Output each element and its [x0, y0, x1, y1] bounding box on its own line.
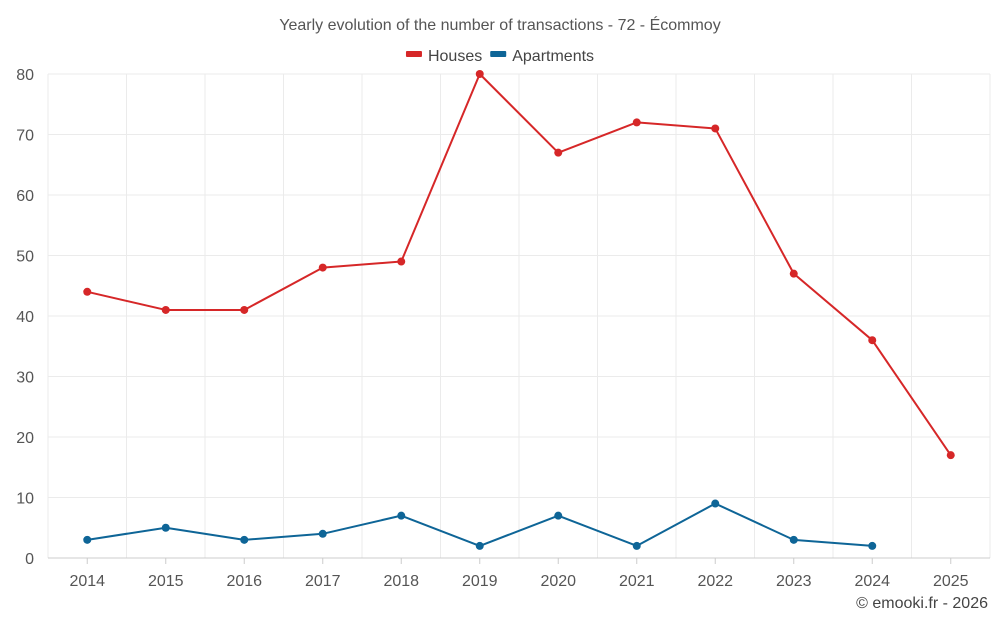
x-tick-label: 2014 [69, 573, 105, 590]
data-point-houses[interactable] [868, 336, 877, 345]
data-point-apartments[interactable] [554, 511, 563, 520]
y-tick-label: 40 [16, 309, 34, 326]
series-group [83, 70, 955, 550]
y-tick-label: 0 [25, 551, 34, 568]
chart-title: Yearly evolution of the number of transa… [279, 15, 720, 34]
data-point-houses[interactable] [946, 451, 955, 460]
x-tick-label: 2020 [540, 573, 576, 590]
x-tick-label: 2015 [148, 573, 184, 590]
data-point-apartments[interactable] [397, 511, 406, 520]
data-point-apartments[interactable] [632, 541, 641, 550]
legend-label: Apartments [512, 48, 594, 65]
data-point-apartments[interactable] [789, 535, 798, 544]
y-tick-label: 10 [16, 491, 34, 508]
axes: 0 10 20 30 40 50 60 70 80 2014 2015 2016 2017 2018 201… [16, 67, 990, 590]
data-point-apartments[interactable] [711, 499, 720, 508]
data-point-apartments[interactable] [318, 529, 327, 538]
x-tick-label: 2021 [619, 573, 655, 590]
data-point-houses[interactable] [318, 263, 327, 272]
legend-item-houses[interactable]: Houses [405, 48, 482, 65]
data-point-houses[interactable] [789, 269, 798, 278]
legend-swatch [405, 51, 422, 57]
y-tick-label: 70 [16, 128, 34, 145]
y-tick-label: 20 [16, 430, 34, 447]
data-point-apartments[interactable] [161, 523, 170, 532]
x-tick-label: 2017 [305, 573, 341, 590]
legend-label: Houses [428, 48, 482, 65]
data-point-apartments[interactable] [475, 541, 484, 550]
data-point-houses[interactable] [240, 305, 249, 314]
x-tick-label: 2024 [854, 573, 890, 590]
data-point-houses[interactable] [475, 70, 484, 78]
x-tick-label: 2022 [697, 573, 733, 590]
x-tick-label: 2023 [776, 573, 812, 590]
data-point-houses[interactable] [632, 118, 641, 127]
data-point-apartments[interactable] [868, 541, 877, 550]
data-point-houses[interactable] [83, 287, 92, 296]
data-point-houses[interactable] [397, 257, 406, 266]
y-tick-label: 30 [16, 370, 34, 387]
x-tick-label: 2019 [462, 573, 498, 590]
data-point-apartments[interactable] [240, 535, 249, 544]
x-tick-label: 2018 [383, 573, 419, 590]
data-point-houses[interactable] [554, 148, 563, 157]
y-tick-label: 50 [16, 249, 34, 266]
grid [47, 73, 991, 558]
data-point-houses[interactable] [161, 305, 170, 314]
legend: Houses Apartments [405, 48, 594, 65]
data-point-houses[interactable] [711, 124, 720, 133]
copyright-credit: © emooki.fr - 2026 [856, 595, 988, 612]
series-line-houses [87, 73, 952, 456]
legend-item-apartments[interactable]: Apartments [490, 48, 594, 65]
x-tick-label: 2016 [226, 573, 262, 590]
x-tick-label: 2025 [933, 573, 969, 590]
legend-swatch [490, 51, 507, 57]
y-tick-label: 80 [16, 67, 34, 84]
data-point-apartments[interactable] [83, 535, 92, 544]
y-tick-label: 60 [16, 188, 34, 205]
